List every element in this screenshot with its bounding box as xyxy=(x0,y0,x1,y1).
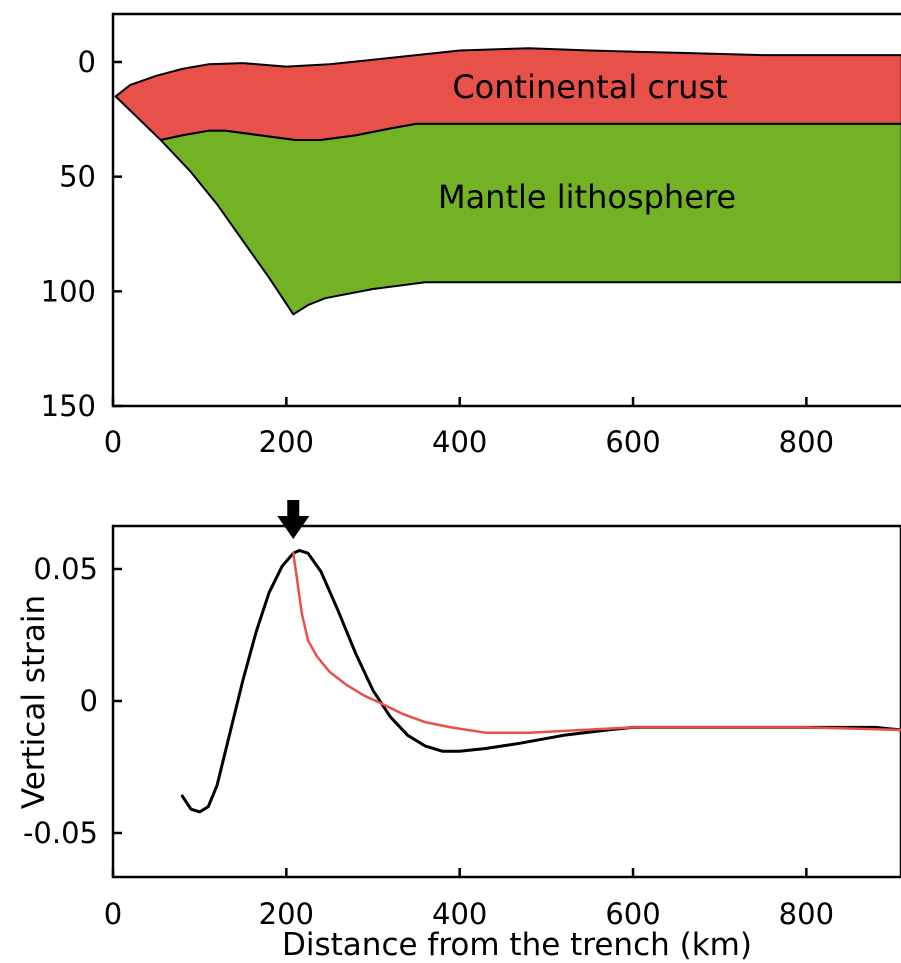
red-strain-curve xyxy=(292,551,901,734)
top-x-tick-label: 800 xyxy=(779,425,834,459)
bottom-y-tick-label: 0 xyxy=(80,684,98,718)
bottom-y-tick-label: -0.05 xyxy=(23,816,98,850)
top-y-tick-label: 50 xyxy=(59,160,96,194)
bottom-ticks: 0 200 400 600 800 0.05 0 -0.05 xyxy=(23,552,834,931)
bottom-x-tick-label: 800 xyxy=(779,897,834,931)
bottom-axis-frame xyxy=(111,524,901,879)
top-ticks: 0 200 400 600 800 0 50 100 150 xyxy=(41,45,834,459)
bottom-panel-strain: 0 200 400 600 800 0.05 0 -0.05 Distance from th… xyxy=(16,500,901,963)
down-arrow-icon xyxy=(277,500,310,539)
top-x-tick-label: 400 xyxy=(432,425,487,459)
top-panel-cross-section: 0 200 400 600 800 0 50 100 150 Continental crust… xyxy=(41,12,901,459)
top-x-tick-label: 200 xyxy=(259,425,314,459)
bottom-x-tick-label: 200 xyxy=(259,897,314,931)
peak-arrow-marker xyxy=(277,500,310,539)
mantle-lithosphere-label: Mantle lithosphere xyxy=(438,178,736,216)
top-x-tick-label: 0 xyxy=(104,425,122,459)
top-regions xyxy=(114,47,901,316)
bottom-x-tick-label: 600 xyxy=(605,897,660,931)
black-strain-curve xyxy=(180,549,901,814)
continental-crust-label: Continental crust xyxy=(452,68,727,106)
top-y-tick-label: 150 xyxy=(41,389,96,423)
bottom-series xyxy=(180,549,901,814)
y-axis-label: Vertical strain xyxy=(16,595,52,809)
top-axes xyxy=(111,12,901,408)
top-axis-frame xyxy=(111,12,901,408)
mantle-lithosphere-region xyxy=(159,122,901,316)
bottom-axes xyxy=(111,524,901,879)
bottom-x-tick-label: 400 xyxy=(432,897,487,931)
bottom-y-tick-label: 0.05 xyxy=(33,552,98,586)
top-x-tick-label: 600 xyxy=(605,425,660,459)
x-axis-label: Distance from the trench (km) xyxy=(282,927,752,963)
bottom-x-tick-label: 0 xyxy=(104,897,122,931)
top-y-tick-label: 100 xyxy=(41,274,96,308)
top-y-tick-label: 0 xyxy=(78,45,96,79)
